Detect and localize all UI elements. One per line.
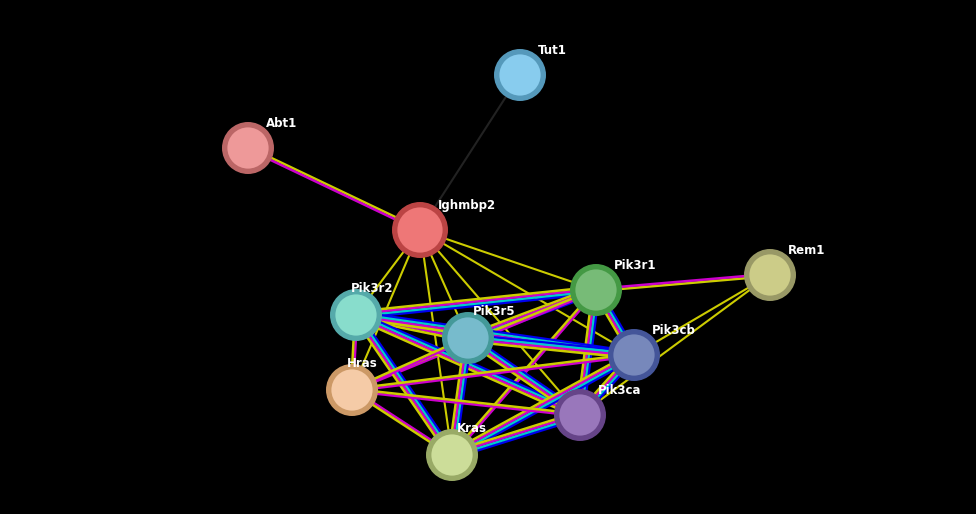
Circle shape <box>744 249 796 301</box>
Circle shape <box>570 264 622 316</box>
Circle shape <box>748 253 792 297</box>
Text: Pik3r5: Pik3r5 <box>473 305 515 318</box>
Text: Hras: Hras <box>347 357 378 370</box>
Circle shape <box>442 312 494 364</box>
Text: Kras: Kras <box>457 422 487 435</box>
Circle shape <box>326 364 378 416</box>
Text: Pik3r1: Pik3r1 <box>614 259 657 272</box>
Circle shape <box>446 316 490 360</box>
Circle shape <box>612 333 656 377</box>
Circle shape <box>554 389 606 441</box>
Text: Abt1: Abt1 <box>266 117 298 130</box>
Text: Rem1: Rem1 <box>788 244 826 257</box>
Circle shape <box>498 53 542 97</box>
Circle shape <box>608 329 660 381</box>
Circle shape <box>334 293 378 337</box>
Text: Ighmbp2: Ighmbp2 <box>438 199 496 212</box>
Circle shape <box>396 206 444 254</box>
Circle shape <box>330 289 382 341</box>
Circle shape <box>222 122 274 174</box>
Circle shape <box>392 202 448 258</box>
Circle shape <box>558 393 602 437</box>
Circle shape <box>430 433 474 477</box>
Circle shape <box>330 368 374 412</box>
Circle shape <box>574 268 618 312</box>
Text: Pik3ca: Pik3ca <box>598 384 641 397</box>
Circle shape <box>426 429 478 481</box>
Circle shape <box>226 126 270 170</box>
Circle shape <box>494 49 546 101</box>
Text: Pik3r2: Pik3r2 <box>351 282 393 295</box>
Text: Pik3cb: Pik3cb <box>652 324 696 337</box>
Text: Tut1: Tut1 <box>538 44 567 57</box>
